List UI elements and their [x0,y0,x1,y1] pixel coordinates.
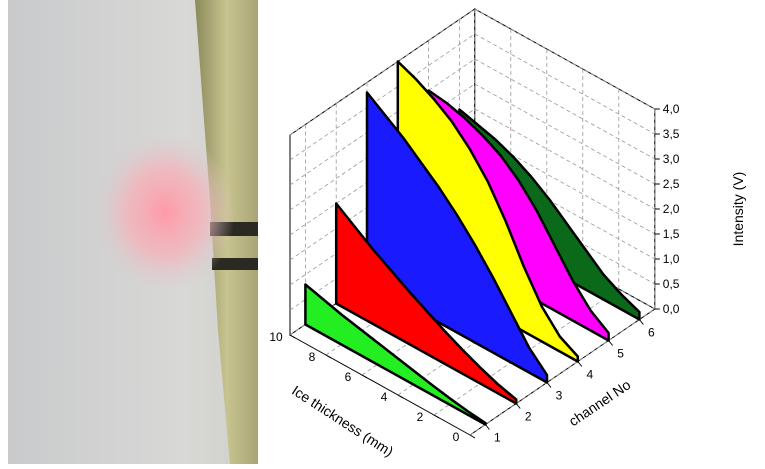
x-tick-label: 4 [381,390,388,404]
y-tick-label: 2 [525,410,532,424]
z-tick-label: 2,5 [663,177,680,191]
grid-line [289,33,476,161]
x-tick [289,334,296,339]
x-tick-label: 0 [453,430,460,444]
grid-line [474,158,655,260]
grid-line [289,83,476,211]
series-panel [365,91,549,384]
plot: 02468101234560,00,51,01,52,02,53,03,54,0… [269,8,746,460]
grid-line [474,183,655,285]
x-tick-label: 2 [417,410,424,424]
z-tick-label: 0,0 [663,302,680,316]
x-tick [325,354,332,359]
grid-line [474,58,655,160]
z-axis-label: Intensity (V) [730,172,746,247]
grid-line [397,268,584,396]
series-panel [427,89,610,342]
grid-line [474,33,655,135]
series-panel [304,283,487,426]
grid-line [474,133,655,235]
grid-line [469,308,656,436]
grid-line [474,108,655,210]
z-tick-label: 1,5 [663,227,680,241]
grid-line [289,58,476,186]
y-tick-label: 4 [586,368,593,382]
grid-line [474,8,655,110]
x-tick [433,414,440,419]
z-tick-label: 0,5 [663,277,680,291]
z-tick-label: 1,0 [663,252,680,266]
grid-line [474,83,655,185]
x-tick-label: 8 [309,350,316,364]
y-tick-label: 6 [648,326,655,340]
grid-line [289,158,476,286]
y-tick-label: 1 [494,431,501,445]
x-tick-label: 10 [269,330,283,344]
grid-line [289,8,476,136]
grid-line [433,288,620,416]
grid-line [289,133,476,261]
x-tick [361,374,368,379]
grid-line [289,108,476,236]
y-tick-label: 3 [556,389,563,403]
x-tick-label: 6 [345,370,352,384]
grid-line [289,183,476,311]
series-panel [334,202,518,405]
x-tick [397,394,404,399]
grid-line [474,208,655,310]
y-axis-label: channel No [566,376,634,429]
z-tick-label: 4,0 [663,102,680,116]
x-tick [469,434,476,439]
z-tick-label: 3,0 [663,152,680,166]
y-tick-label: 5 [617,347,624,361]
z-tick-label: 3,5 [663,127,680,141]
z-tick-label: 2,0 [663,202,680,216]
photo [8,0,258,464]
